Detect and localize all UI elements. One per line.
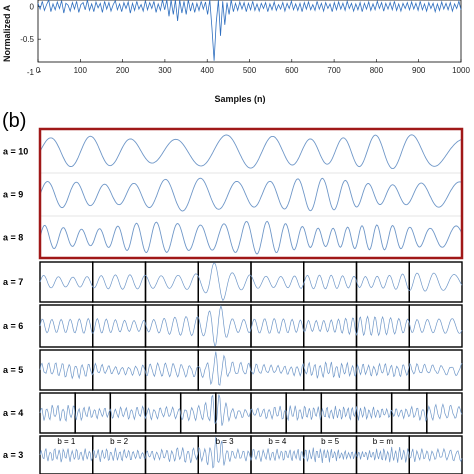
segment-box bbox=[92, 304, 147, 348]
segment-box bbox=[39, 304, 94, 348]
scale-label: a = 6 bbox=[3, 321, 23, 331]
scale-label: a = 4 bbox=[3, 408, 23, 418]
scale-labels: a = 10 a = 9 a = 8 a = 7 a = 6 a = 5 a = 4 a = … bbox=[3, 147, 28, 461]
x-tick-label: 700 bbox=[327, 66, 341, 75]
y-tick-label: -1 bbox=[27, 68, 35, 77]
panel-a-chart: 0 -0.5 -1 0 100 200 300 400 500 600 700 800 900 1000… bbox=[2, 0, 470, 104]
wavelet-coefficient-line bbox=[39, 262, 463, 302]
scale-label: a = 5 bbox=[3, 365, 23, 375]
y-ticks: 0 -0.5 -1 bbox=[20, 3, 41, 77]
segment-box bbox=[408, 261, 463, 303]
segment-box bbox=[144, 261, 199, 303]
segment-box bbox=[408, 304, 463, 348]
x-ticks: 0 100 200 300 400 500 600 700 800 900 1000 bbox=[36, 59, 470, 75]
segment-box bbox=[250, 304, 305, 348]
segment-box bbox=[144, 392, 182, 434]
x-tick-label: 200 bbox=[116, 66, 130, 75]
x-tick-label: 100 bbox=[74, 66, 88, 75]
segment-label: b = 5 bbox=[321, 437, 340, 446]
segment-box bbox=[303, 261, 358, 303]
x-tick-label: 500 bbox=[243, 66, 257, 75]
signal-line bbox=[37, 0, 462, 61]
wavelet-coefficient-line bbox=[39, 351, 463, 386]
y-axis-label: Normalized A bbox=[2, 4, 12, 62]
wavelet-coefficient-line bbox=[39, 220, 463, 255]
segment-box bbox=[408, 435, 463, 474]
segment-label: b = 4 bbox=[268, 437, 287, 446]
segment-box bbox=[144, 349, 199, 391]
wavelet-coefficient-line bbox=[39, 177, 463, 212]
scale-label: a = 8 bbox=[3, 233, 23, 243]
x-tick-label: 300 bbox=[158, 66, 172, 75]
panel-b-label: (b) bbox=[2, 110, 26, 132]
x-tick-label: 900 bbox=[412, 66, 426, 75]
segment-box bbox=[408, 349, 463, 391]
segment-label: b = 2 bbox=[110, 437, 129, 446]
x-tick-label: 800 bbox=[370, 66, 384, 75]
x-tick-label: 400 bbox=[201, 66, 215, 75]
wavelet-coefficient-line bbox=[39, 134, 463, 170]
segment-labels: b = 1 b = 2 b = 3 b = 4 b = 5 b = m bbox=[57, 437, 393, 446]
scale-label: a = 9 bbox=[3, 190, 23, 200]
x-tick-label: 600 bbox=[285, 66, 299, 75]
wavelet-coefficient-line bbox=[39, 394, 463, 426]
x-axis-label: Samples (n) bbox=[214, 94, 265, 104]
segment-box bbox=[39, 261, 94, 303]
segment-label: b = 3 bbox=[216, 437, 235, 446]
segment-box bbox=[109, 392, 147, 434]
wavelet-coefficient-line bbox=[39, 304, 463, 347]
x-tick-label: 1000 bbox=[452, 66, 470, 75]
panel-b-chart: a = 10 a = 9 a = 8 a = 7 a = 6 a = 5 a = 4 a = … bbox=[3, 127, 464, 474]
segment-box bbox=[303, 304, 358, 348]
scale-label: a = 7 bbox=[3, 277, 23, 287]
wavelet-rows bbox=[39, 134, 463, 474]
segment-box bbox=[426, 392, 463, 434]
scale-label: a = 3 bbox=[3, 450, 23, 460]
segment-label: b = m bbox=[373, 437, 394, 446]
wavelet-coefficient-line bbox=[39, 436, 463, 469]
y-tick-label: -0.5 bbox=[20, 35, 34, 44]
scale-label: a = 10 bbox=[3, 147, 28, 157]
x-tick-label: 0 bbox=[36, 66, 41, 75]
y-tick-label: 0 bbox=[30, 3, 35, 12]
segment-label: b = 1 bbox=[57, 437, 76, 446]
segment-box bbox=[39, 349, 94, 391]
segment-box bbox=[355, 261, 410, 303]
low-frequency-highlight-box bbox=[38, 127, 464, 260]
